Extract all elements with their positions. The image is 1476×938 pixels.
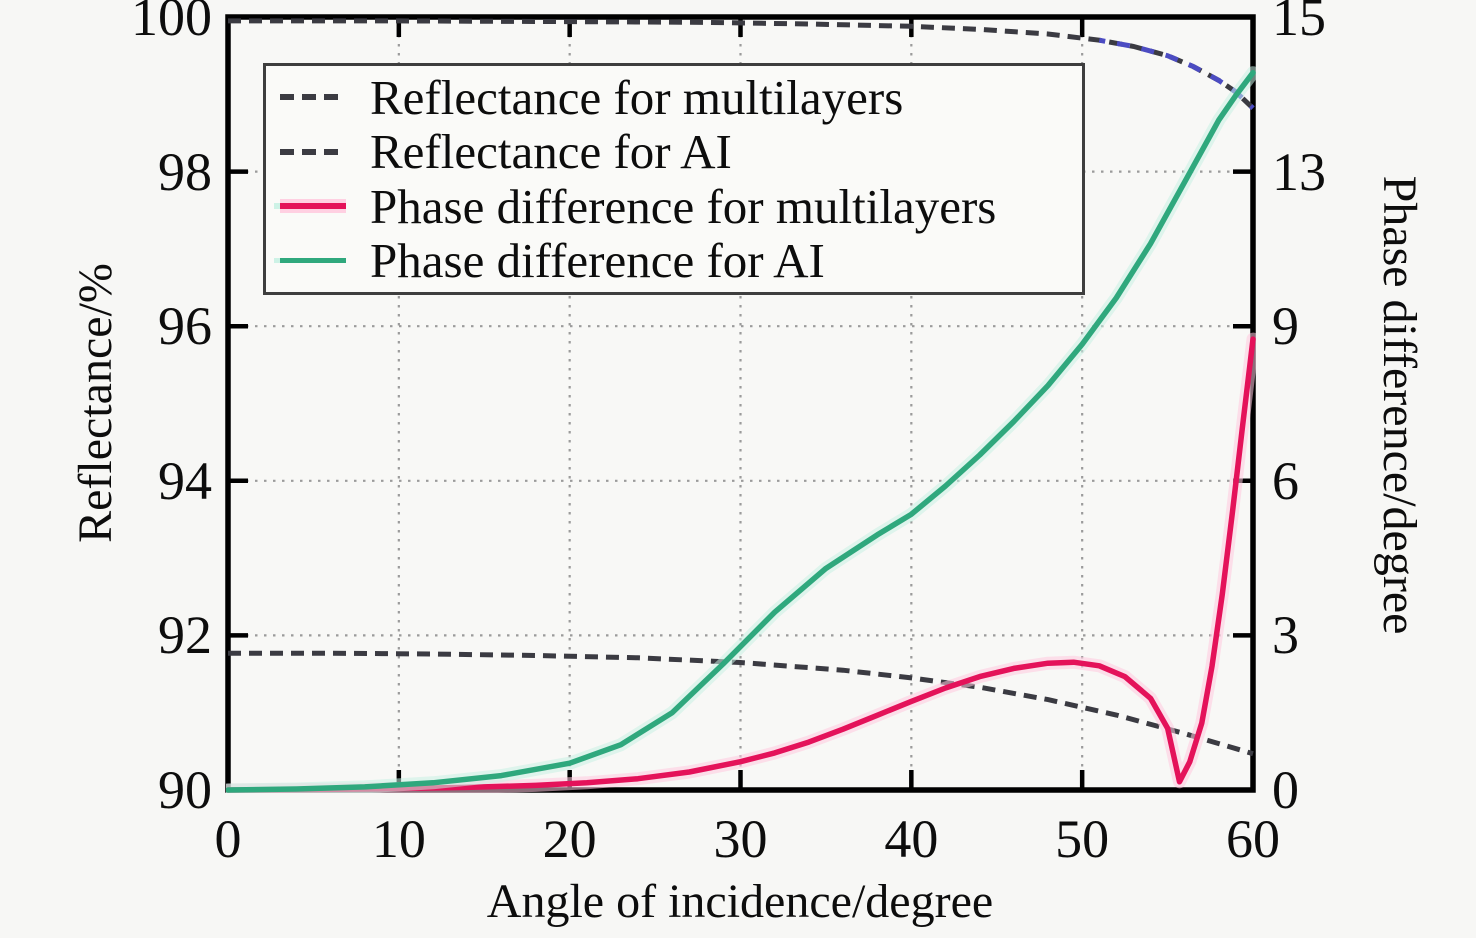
curves-layer	[226, 18, 1256, 793]
y-axis-left-title: Reflectance/%	[69, 263, 122, 543]
legend-item-reflectance-multilayers: Reflectance for multilayers	[266, 70, 1082, 125]
green-line-sample-icon	[280, 258, 346, 264]
x-axis-title: Angle of incidence/degree	[486, 875, 994, 928]
y-right-tick-label: 0	[1272, 760, 1299, 820]
legend-label: Reflectance for AI	[370, 124, 732, 180]
y-left-tick-label: 100	[131, 0, 212, 47]
y-right-tick-label: 15	[1272, 0, 1326, 47]
x-tick-label: 60	[1226, 809, 1280, 869]
y-left-tick-label: 94	[158, 450, 212, 511]
y-right-tick-label: 13	[1272, 141, 1326, 202]
y-right-tick-label: 9	[1272, 296, 1299, 357]
legend-item-phase-multilayers: Phase difference for multilayers	[266, 179, 1082, 234]
plot-border	[225, 14, 1256, 793]
legend-label: Phase difference for multilayers	[370, 178, 997, 234]
curve-phase-multilayers	[226, 336, 1256, 793]
legend-label: Reflectance for multilayers	[370, 69, 904, 125]
x-tick-label: 50	[1055, 809, 1110, 869]
y-right-tick-label: 3	[1272, 605, 1299, 666]
red-line-sample-icon	[280, 203, 346, 210]
y-left-tick-label: 98	[158, 141, 212, 202]
dashed-line-sample-icon	[280, 94, 346, 101]
legend-item-reflectance-ai: Reflectance for AI	[266, 125, 1082, 180]
y-axis-right-title: Phase difference/degree	[1373, 175, 1426, 635]
curve-reflectance-multilayers	[228, 18, 1255, 111]
curve-reflectance-ai	[228, 650, 1254, 757]
x-tick-label: 10	[371, 809, 426, 869]
x-tick-label: 0	[214, 809, 242, 869]
x-tick-label: 30	[713, 809, 768, 869]
curve-phase-ai	[226, 69, 1256, 793]
x-tick-label: 40	[884, 809, 939, 869]
y-left-tick-label: 96	[158, 296, 212, 357]
y-left-tick-label: 90	[158, 760, 212, 820]
y-right-tick-label: 6	[1272, 450, 1299, 511]
legend-box: Reflectance for multilayers Reflectance …	[263, 63, 1085, 295]
x-tick-label: 20	[542, 809, 597, 869]
legend-label: Phase difference for AI	[370, 233, 825, 289]
dashed-line-sample-icon	[280, 148, 346, 155]
y-left-tick-label: 92	[158, 605, 212, 666]
legend-item-phase-ai: Phase difference for AI	[266, 234, 1082, 289]
